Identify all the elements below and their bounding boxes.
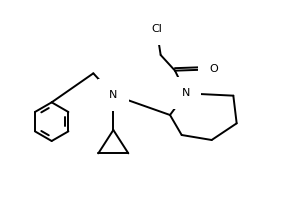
Text: N: N [182, 88, 190, 98]
Text: Cl: Cl [151, 24, 162, 34]
Text: N: N [109, 90, 117, 100]
Text: O: O [209, 64, 218, 74]
